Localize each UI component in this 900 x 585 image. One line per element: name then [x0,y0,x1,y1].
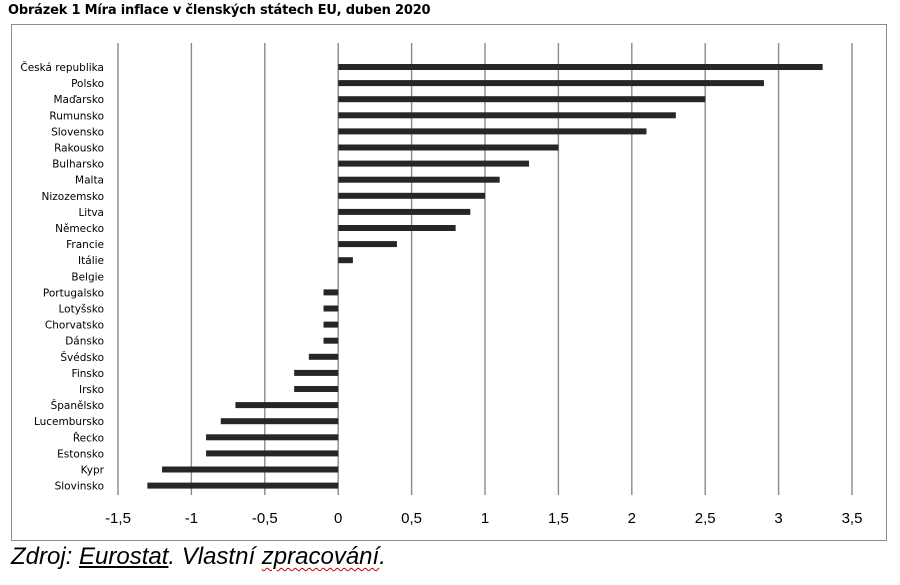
x-tick-labels: -1,5 -1 -0,5 0 0,5 1 1,5 2 2,5 3 3,5 [105,510,862,527]
vertical-gridlines [117,43,853,495]
bar [338,112,676,119]
chart-title: Obrázek 1 Míra inflace v členských státe… [8,3,431,18]
category-label: Estonsko [57,448,104,460]
source-suffix: . Vlastní [168,543,262,570]
bar [206,434,339,441]
category-label: Španělsko [51,399,104,412]
category-label: Irsko [79,384,104,396]
category-label: Francie [66,239,104,251]
bar [206,450,339,457]
category-label: Německo [55,223,104,235]
bar [338,241,397,248]
chart-frame [11,24,887,541]
bar [338,64,823,70]
bar [308,353,339,360]
bar [338,192,485,199]
bar [338,96,706,103]
bar [338,160,530,167]
category-label: Rakousko [54,143,104,155]
category-label: Bulharsko [52,159,104,171]
x-tick-label: 2,5 [695,510,716,527]
category-label: Slovensko [51,126,104,138]
category-label: Rumunsko [49,110,104,122]
bar [338,208,471,215]
x-tick-label: 2 [628,510,636,527]
x-tick-label: -1 [185,510,198,527]
source-spellcheck-word: zpracování [261,543,380,570]
bar [338,80,764,87]
x-tick-label: -1,5 [105,510,131,527]
bar [220,418,339,425]
category-label: Belgie [71,271,104,283]
category-label: Lucembursko [34,416,104,428]
category-label: Česká republika [20,61,104,74]
source-prefix: Zdroj: [11,543,80,570]
category-label: Chorvatsko [45,320,104,332]
category-label: Lotyšsko [59,304,105,316]
bar [147,482,339,489]
bar [294,369,339,376]
bar [162,466,339,473]
category-label: Švédsko [60,351,104,364]
source-end: . [379,543,386,570]
x-tick-label: 1 [481,510,489,527]
x-tick-label: -0,5 [252,510,278,527]
x-tick-label: 1,5 [548,510,569,527]
bar [338,225,456,231]
x-tick-label: 3,5 [842,510,863,527]
bar [323,289,339,296]
category-label: Řecko [73,431,104,444]
category-label: Dánsko [65,336,104,348]
category-label: Nizozemsko [41,191,104,203]
x-tick-label: 0 [334,510,342,527]
x-tick-label: 3 [774,510,782,527]
bar [338,128,647,135]
bar [338,176,500,183]
category-label: Malta [75,175,104,187]
category-label: Polsko [71,78,104,90]
x-tick-label: 0,5 [401,510,422,527]
category-label: Finsko [72,368,104,380]
source-note: Zdroj: Eurostat. Vlastní zpracování. [11,543,386,571]
category-label: Litva [78,207,104,219]
category-label: Kypr [81,465,105,477]
bar [294,386,339,392]
bar [323,321,339,328]
inflation-bar-chart: Česká republika Polsko Maďarsko Rumunsko Slo… [20,43,862,527]
category-label: Portugalsko [43,287,104,299]
bars [147,64,823,489]
bar [235,402,339,409]
category-label: Maďarsko [53,94,104,106]
bar [338,257,353,264]
category-label: Itálie [78,255,104,267]
category-labels: Česká republika Polsko Maďarsko Rumunsko Slo… [20,61,104,493]
bar [323,337,339,344]
source-link-eurostat[interactable]: Eurostat [79,543,169,570]
category-label: Slovinsko [55,481,104,493]
bar [338,144,559,151]
bar [323,305,339,312]
